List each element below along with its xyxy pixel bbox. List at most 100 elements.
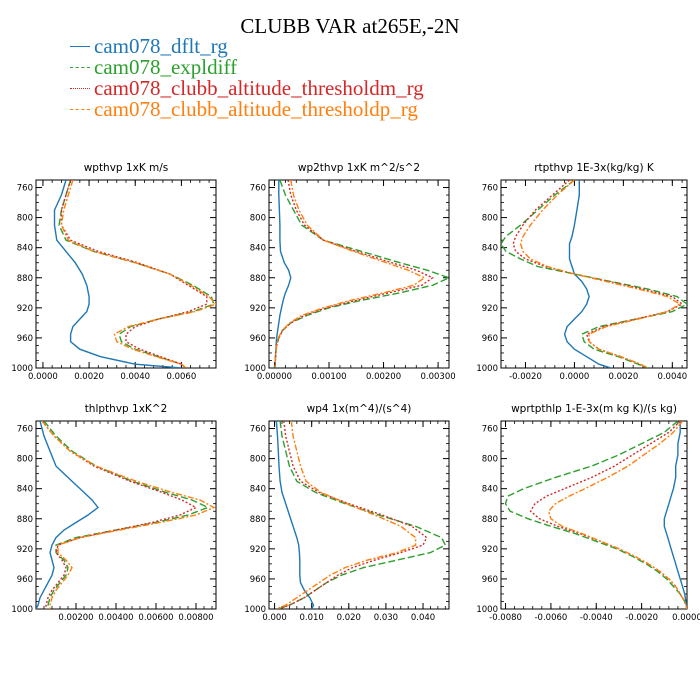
x-tick-label: 0.00300 <box>421 372 456 382</box>
x-tick-label: 0.00100 <box>311 372 346 382</box>
y-tick-label: 1000 <box>476 605 498 615</box>
legend-label: cam078_clubb_altitude_thresholdm_rg <box>94 76 424 100</box>
y-tick-label: 960 <box>17 575 33 585</box>
y-tick-label: 840 <box>250 244 266 254</box>
chart-title: thlpthvp 1xK^2 <box>85 403 168 415</box>
legend-entry: cam078_expldiff <box>70 57 424 78</box>
series-line-cam078_dflt_rg <box>563 180 612 368</box>
figure-title: CLUBB VAR at265E,-2N <box>240 14 460 38</box>
plot-frame <box>35 420 217 610</box>
plot-frame <box>500 179 688 369</box>
series-line-cam078_clubb_altitude_thresholdp_rg <box>60 180 216 368</box>
x-tick-label: -0.0080 <box>489 613 522 623</box>
legend-line <box>70 67 90 68</box>
y-tick-label: 920 <box>250 545 266 555</box>
y-tick-label: 1000 <box>11 605 33 615</box>
chart-panel: rtpthvp 1E-3x(kg/kg) K 760 800 840 880 920 960… <box>476 162 688 382</box>
y-tick-label: 880 <box>250 515 266 525</box>
legend-label: cam078_dflt_rg <box>94 34 228 58</box>
y-tick-label: 840 <box>482 485 498 495</box>
y-tick-label: 1000 <box>476 364 498 374</box>
plot-frame <box>500 420 688 610</box>
legend-line <box>70 46 90 47</box>
x-tick-label: 0.000 <box>262 613 286 623</box>
x-tick-label: 0.010 <box>300 613 324 623</box>
plot-frame <box>268 420 450 610</box>
y-tick-label: 880 <box>17 515 33 525</box>
series-line-cam078_expldiff <box>504 421 687 609</box>
chart-title: wprtpthlp 1-E-3x(m kg K)/(s kg) <box>511 403 677 415</box>
chart-title: rtpthvp 1E-3x(kg/kg) K <box>534 162 655 174</box>
y-tick-label: 760 <box>17 184 33 194</box>
legend-label: cam078_expldiff <box>94 55 238 79</box>
x-tick-label: 0.0060 <box>167 372 197 382</box>
x-tick-label: 0.00000 <box>257 372 292 382</box>
chart-panel: thlpthvp 1xK^2 760 800 840 880 920 960 1000 0.00… <box>11 403 217 623</box>
legend-label: cam078_clubb_altitude_thresholdp_rg <box>94 97 418 121</box>
chart-title: wp4 1x(m^4)/(s^4) <box>307 403 412 415</box>
x-tick-label: 0.00600 <box>138 613 173 623</box>
x-tick-label: 0.0000 <box>560 372 590 382</box>
series-line-cam078_clubb_altitude_thresholdm_rg <box>278 421 428 609</box>
y-tick-label: 960 <box>250 575 266 585</box>
y-tick-label: 960 <box>482 575 498 585</box>
y-tick-label: 1000 <box>244 364 266 374</box>
y-tick-label: 880 <box>482 274 498 284</box>
y-tick-label: 760 <box>17 425 33 435</box>
y-tick-label: 840 <box>17 244 33 254</box>
series-line-cam078_clubb_altitude_thresholdm_rg <box>529 421 687 609</box>
series-line-cam078_clubb_altitude_thresholdp_rg <box>274 180 426 368</box>
y-tick-label: 920 <box>17 545 33 555</box>
y-tick-label: 840 <box>250 485 266 495</box>
x-tick-label: -0.0060 <box>534 613 567 623</box>
series-line-cam078_dflt_rg <box>275 421 315 609</box>
x-tick-label: 0.00400 <box>98 613 133 623</box>
x-tick-label: 0.020 <box>337 613 361 623</box>
y-tick-label: 880 <box>250 274 266 284</box>
series-line-cam078_clubb_altitude_thresholdm_rg <box>41 421 198 609</box>
y-tick-label: 1000 <box>11 364 33 374</box>
chart-panel: wprtpthlp 1-E-3x(m kg K)/(s kg) 760 800 840… <box>476 403 700 623</box>
x-tick-label: 0.0040 <box>120 372 150 382</box>
x-tick-label: 0.0040 <box>657 372 687 382</box>
y-tick-label: 920 <box>17 304 33 314</box>
y-tick-label: 920 <box>482 545 498 555</box>
chart-title: wp2thvp 1xK m^2/s^2 <box>298 162 420 174</box>
x-tick-label: 0.00200 <box>58 613 93 623</box>
y-tick-label: 880 <box>482 515 498 525</box>
y-tick-label: 800 <box>17 214 33 224</box>
series-line-cam078_clubb_altitude_thresholdp_rg <box>276 421 417 609</box>
series-line-cam078_clubb_altitude_thresholdp_rg <box>519 180 682 368</box>
legend-line <box>70 109 90 110</box>
x-tick-label: 0.040 <box>411 613 435 623</box>
y-tick-label: 840 <box>17 485 33 495</box>
x-tick-label: 0.00200 <box>366 372 401 382</box>
x-tick-label: 0.0020 <box>74 372 104 382</box>
y-tick-label: 800 <box>482 455 498 465</box>
y-tick-label: 800 <box>250 214 266 224</box>
legend-entry: cam078_dflt_rg <box>70 36 424 57</box>
y-tick-label: 960 <box>250 334 266 344</box>
y-tick-label: 800 <box>17 455 33 465</box>
legend-entry: cam078_clubb_altitude_thresholdm_rg <box>70 78 424 99</box>
y-tick-label: 960 <box>17 334 33 344</box>
series-line-cam078_clubb_altitude_thresholdp_rg <box>41 421 216 609</box>
y-tick-label: 760 <box>482 425 498 435</box>
x-tick-label: -0.0040 <box>580 613 613 623</box>
series-line-cam078_dflt_rg <box>274 180 292 368</box>
x-tick-label: 0.030 <box>374 613 398 623</box>
y-tick-label: 760 <box>250 425 266 435</box>
y-tick-label: 760 <box>250 184 266 194</box>
y-tick-label: 800 <box>250 455 266 465</box>
x-tick-label: 0.00800 <box>178 613 213 623</box>
series-line-cam078_expldiff <box>278 421 447 609</box>
legend-line <box>70 88 90 89</box>
x-tick-label: 0.0000 <box>28 372 58 382</box>
chart-panel: wp4 1x(m^4)/(s^4)76080084088092096010000… <box>244 403 450 623</box>
y-tick-label: 880 <box>17 274 33 284</box>
chart-title: wpthvp 1xK m/s <box>84 162 169 174</box>
y-tick-label: 920 <box>482 304 498 314</box>
chart-panel: wp2thvp 1xK m^2/s^2 760 800 840 880 920 960 100… <box>244 162 455 382</box>
series-line-cam078_dflt_rg <box>663 421 687 609</box>
